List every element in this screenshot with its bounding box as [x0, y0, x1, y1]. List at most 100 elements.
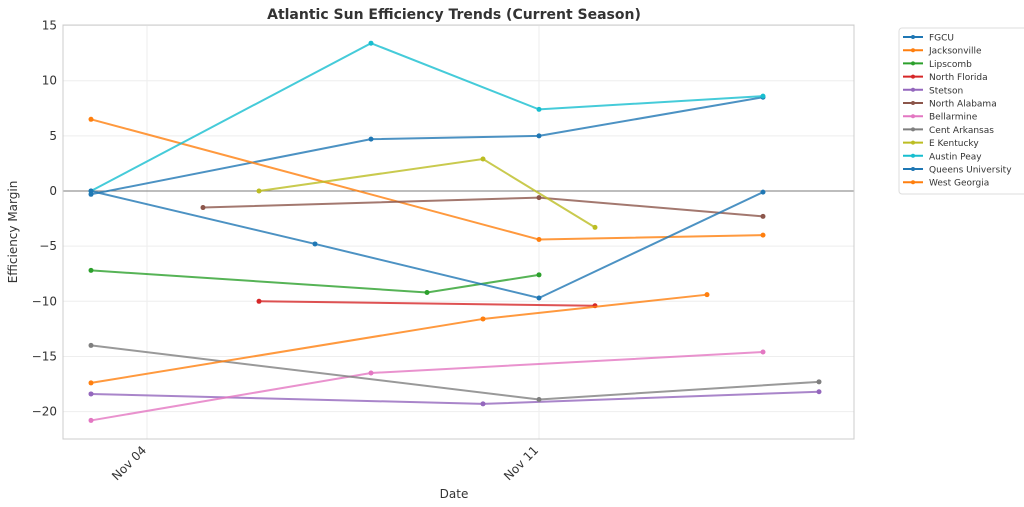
legend-marker: [911, 140, 915, 145]
y-axis: −20 −15 −10 −5 0 5 10 15: [32, 19, 57, 419]
data-point: [480, 401, 486, 407]
data-point: [816, 379, 822, 385]
legend-label: Cent Arkansas: [929, 126, 994, 136]
data-point: [536, 133, 542, 139]
data-point: [312, 241, 318, 247]
legend-marker: [911, 127, 915, 132]
legend-item: North Florida: [903, 73, 988, 83]
legend-item: Stetson: [903, 86, 963, 96]
y-tick-label: 15: [42, 19, 57, 33]
data-point: [88, 417, 94, 423]
data-point: [88, 391, 94, 397]
data-point: [704, 292, 710, 298]
legend-marker: [911, 61, 915, 66]
legend-label: West Georgia: [929, 179, 989, 189]
series-line: [90, 293, 708, 384]
data-point: [760, 232, 766, 238]
grid: [63, 25, 854, 439]
legend-marker: [911, 48, 915, 53]
legend-marker: [911, 87, 915, 92]
data-point: [536, 237, 542, 243]
data-point: [424, 289, 430, 295]
legend-label: FGCU: [929, 34, 954, 44]
series-line: [258, 300, 596, 307]
y-tick-label: −10: [32, 294, 57, 308]
data-point: [536, 272, 542, 278]
data-point: [536, 396, 542, 402]
legend-marker: [911, 74, 915, 79]
legend-label: Austin Peay: [929, 152, 982, 162]
series-line: [258, 157, 596, 229]
data-point: [816, 389, 822, 395]
legend-item: E Kentucky: [903, 139, 979, 149]
series-north-alabama: [200, 195, 766, 219]
y-tick-label: −20: [32, 405, 57, 419]
data-point: [760, 349, 766, 355]
legend-label: Jacksonville: [928, 47, 982, 57]
series-line: [90, 42, 764, 192]
legend-marker: [911, 180, 915, 185]
data-point: [200, 205, 206, 211]
series-queens-university: [88, 188, 766, 301]
series-west-georgia: [88, 292, 710, 386]
series-line: [202, 196, 764, 218]
legend-label: Bellarmine: [929, 113, 978, 123]
series-line: [90, 96, 764, 196]
legend-item: Lipscomb: [903, 60, 972, 70]
data-point: [88, 342, 94, 348]
y-axis-label: Efficiency Margin: [6, 181, 20, 284]
legend-item: Cent Arkansas: [903, 126, 994, 136]
legend-label: Queens University: [929, 166, 1012, 176]
legend-marker: [911, 101, 915, 105]
legend-item: Austin Peay: [903, 152, 982, 162]
legend-marker: [911, 153, 915, 158]
x-axis: Nov 04 Nov 11: [109, 443, 541, 483]
data-point: [88, 380, 94, 386]
data-point: [88, 267, 94, 273]
legend-item: North Alabama: [903, 100, 997, 110]
legend-label: Stetson: [929, 86, 963, 96]
y-tick-label: 5: [49, 129, 57, 143]
data-point: [536, 106, 542, 112]
data-point: [256, 188, 262, 194]
data-point: [760, 189, 766, 195]
x-tick-label: Nov 04: [109, 443, 149, 483]
y-tick-label: −15: [32, 349, 57, 363]
data-point: [256, 298, 262, 304]
series-line: [90, 344, 820, 401]
legend-label: Lipscomb: [929, 60, 972, 70]
series-jacksonville: [88, 116, 766, 243]
series-cent-arkansas: [88, 342, 822, 402]
legend-item: Bellarmine: [903, 113, 978, 123]
legend-item: West Georgia: [903, 179, 989, 189]
y-tick-label: −5: [39, 239, 57, 253]
series-north-florida: [256, 298, 598, 309]
y-tick-label: 10: [42, 74, 57, 88]
legend-marker: [911, 35, 915, 39]
data-point: [368, 40, 374, 46]
data-point: [760, 213, 766, 219]
legend: FGCU Jacksonville Lipscomb North Florida Ste…: [898, 27, 1024, 195]
series-austin-peay: [88, 40, 766, 194]
data-point: [760, 93, 766, 99]
series-stetson: [88, 389, 822, 407]
series-lipscomb: [88, 267, 542, 295]
data-point: [592, 224, 598, 230]
legend-item: Jacksonville: [903, 47, 982, 57]
legend-item: FGCU: [903, 34, 954, 44]
legend-marker: [911, 167, 915, 171]
legend-item: Queens University: [903, 166, 1012, 176]
series-e-kentucky: [256, 156, 598, 230]
data-point: [480, 156, 486, 162]
series-line: [90, 190, 764, 300]
data-point: [536, 195, 542, 201]
data-point: [368, 370, 374, 376]
x-tick-label: Nov 11: [501, 443, 541, 483]
x-axis-label: Date: [440, 487, 469, 501]
legend-label: North Alabama: [929, 100, 997, 110]
plot-frame: [62, 24, 855, 440]
series-bellarmine: [88, 349, 766, 423]
data-point: [88, 116, 94, 122]
